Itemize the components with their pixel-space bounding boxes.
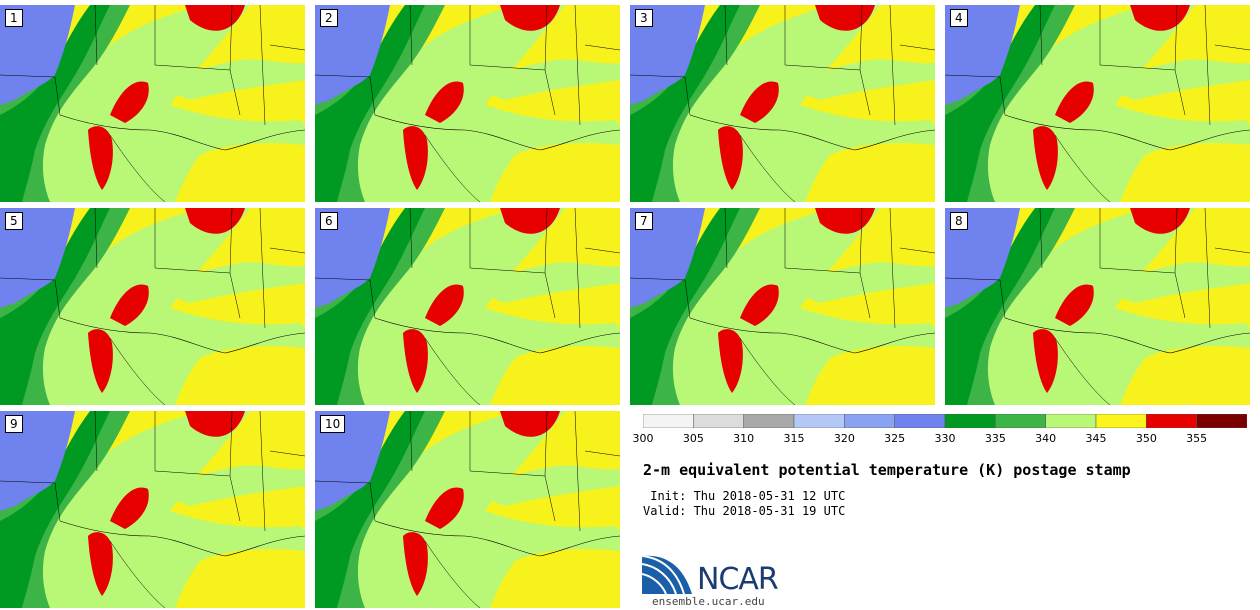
theta-e-map — [630, 208, 935, 405]
colorbar-segment — [743, 414, 795, 428]
colorbar-segment — [1045, 414, 1097, 428]
member-label: 6 — [320, 212, 338, 230]
member-label: 1 — [5, 9, 23, 27]
colorbar-segment — [1196, 414, 1247, 428]
theta-e-map — [315, 208, 620, 405]
theta-e-map — [945, 208, 1250, 405]
member-panel-9: 9 — [0, 411, 305, 608]
member-label: 5 — [5, 212, 23, 230]
theta-e-map — [0, 5, 305, 202]
site-url: ensemble.ucar.edu — [652, 595, 765, 608]
member-label: 10 — [320, 415, 346, 433]
colorbar-tick-label: 300 — [632, 432, 654, 445]
colorbar-segment — [643, 414, 694, 428]
colorbar-segment — [944, 414, 996, 428]
member-panel-5: 5 — [0, 208, 305, 405]
theta-e-map — [315, 5, 620, 202]
colorbar-tick-label: 335 — [984, 432, 1006, 445]
member-panel-10: 10 — [315, 411, 620, 608]
theta-e-map — [315, 411, 620, 608]
colorbar-segment — [793, 414, 845, 428]
theta-e-map — [945, 5, 1250, 202]
member-label: 9 — [5, 415, 23, 433]
colorbar-tick-label: 330 — [934, 432, 956, 445]
colorbar-tick-label: 350 — [1135, 432, 1157, 445]
member-label: 2 — [320, 9, 338, 27]
colorbar-tick-label: 310 — [733, 432, 755, 445]
figure-title: 2-m equivalent potential temperature (K)… — [643, 461, 1131, 479]
member-panel-6: 6 — [315, 208, 620, 405]
member-panel-2: 2 — [315, 5, 620, 202]
colorbar-segment — [1146, 414, 1197, 428]
colorbar-tick-label: 345 — [1085, 432, 1107, 445]
member-panel-1: 1 — [0, 5, 305, 202]
colorbar-tick-labels: 300 305 310 315 320 325 330 335 340 345 350 355 — [633, 432, 1260, 446]
member-panel-3: 3 — [630, 5, 935, 202]
colorbar-tick-label: 340 — [1035, 432, 1057, 445]
member-panel-4: 4 — [945, 5, 1250, 202]
colorbar-tick-label: 320 — [833, 432, 855, 445]
colorbar-tick-label: 325 — [884, 432, 906, 445]
member-label: 7 — [635, 212, 653, 230]
member-label: 8 — [950, 212, 968, 230]
colorbar-segment — [995, 414, 1046, 428]
colorbar-segment — [894, 414, 946, 428]
theta-e-map — [0, 208, 305, 405]
member-panel-8: 8 — [945, 208, 1250, 405]
ncar-logo-icon — [642, 555, 692, 595]
colorbar-segment — [1095, 414, 1147, 428]
colorbar — [643, 414, 1247, 428]
colorbar-segment — [844, 414, 895, 428]
colorbar-tick-label: 305 — [682, 432, 704, 445]
valid-time: Valid: Thu 2018-05-31 19 UTC — [643, 504, 846, 518]
member-panel-7: 7 — [630, 208, 935, 405]
colorbar-segment — [693, 414, 744, 428]
logo-text: NCAR — [697, 562, 779, 597]
theta-e-map — [0, 411, 305, 608]
theta-e-map — [630, 5, 935, 202]
member-label: 4 — [950, 9, 968, 27]
colorbar-tick-label: 315 — [783, 432, 805, 445]
member-label: 3 — [635, 9, 653, 27]
colorbar-tick-label: 355 — [1186, 432, 1208, 445]
init-time: Init: Thu 2018-05-31 12 UTC — [643, 489, 846, 503]
